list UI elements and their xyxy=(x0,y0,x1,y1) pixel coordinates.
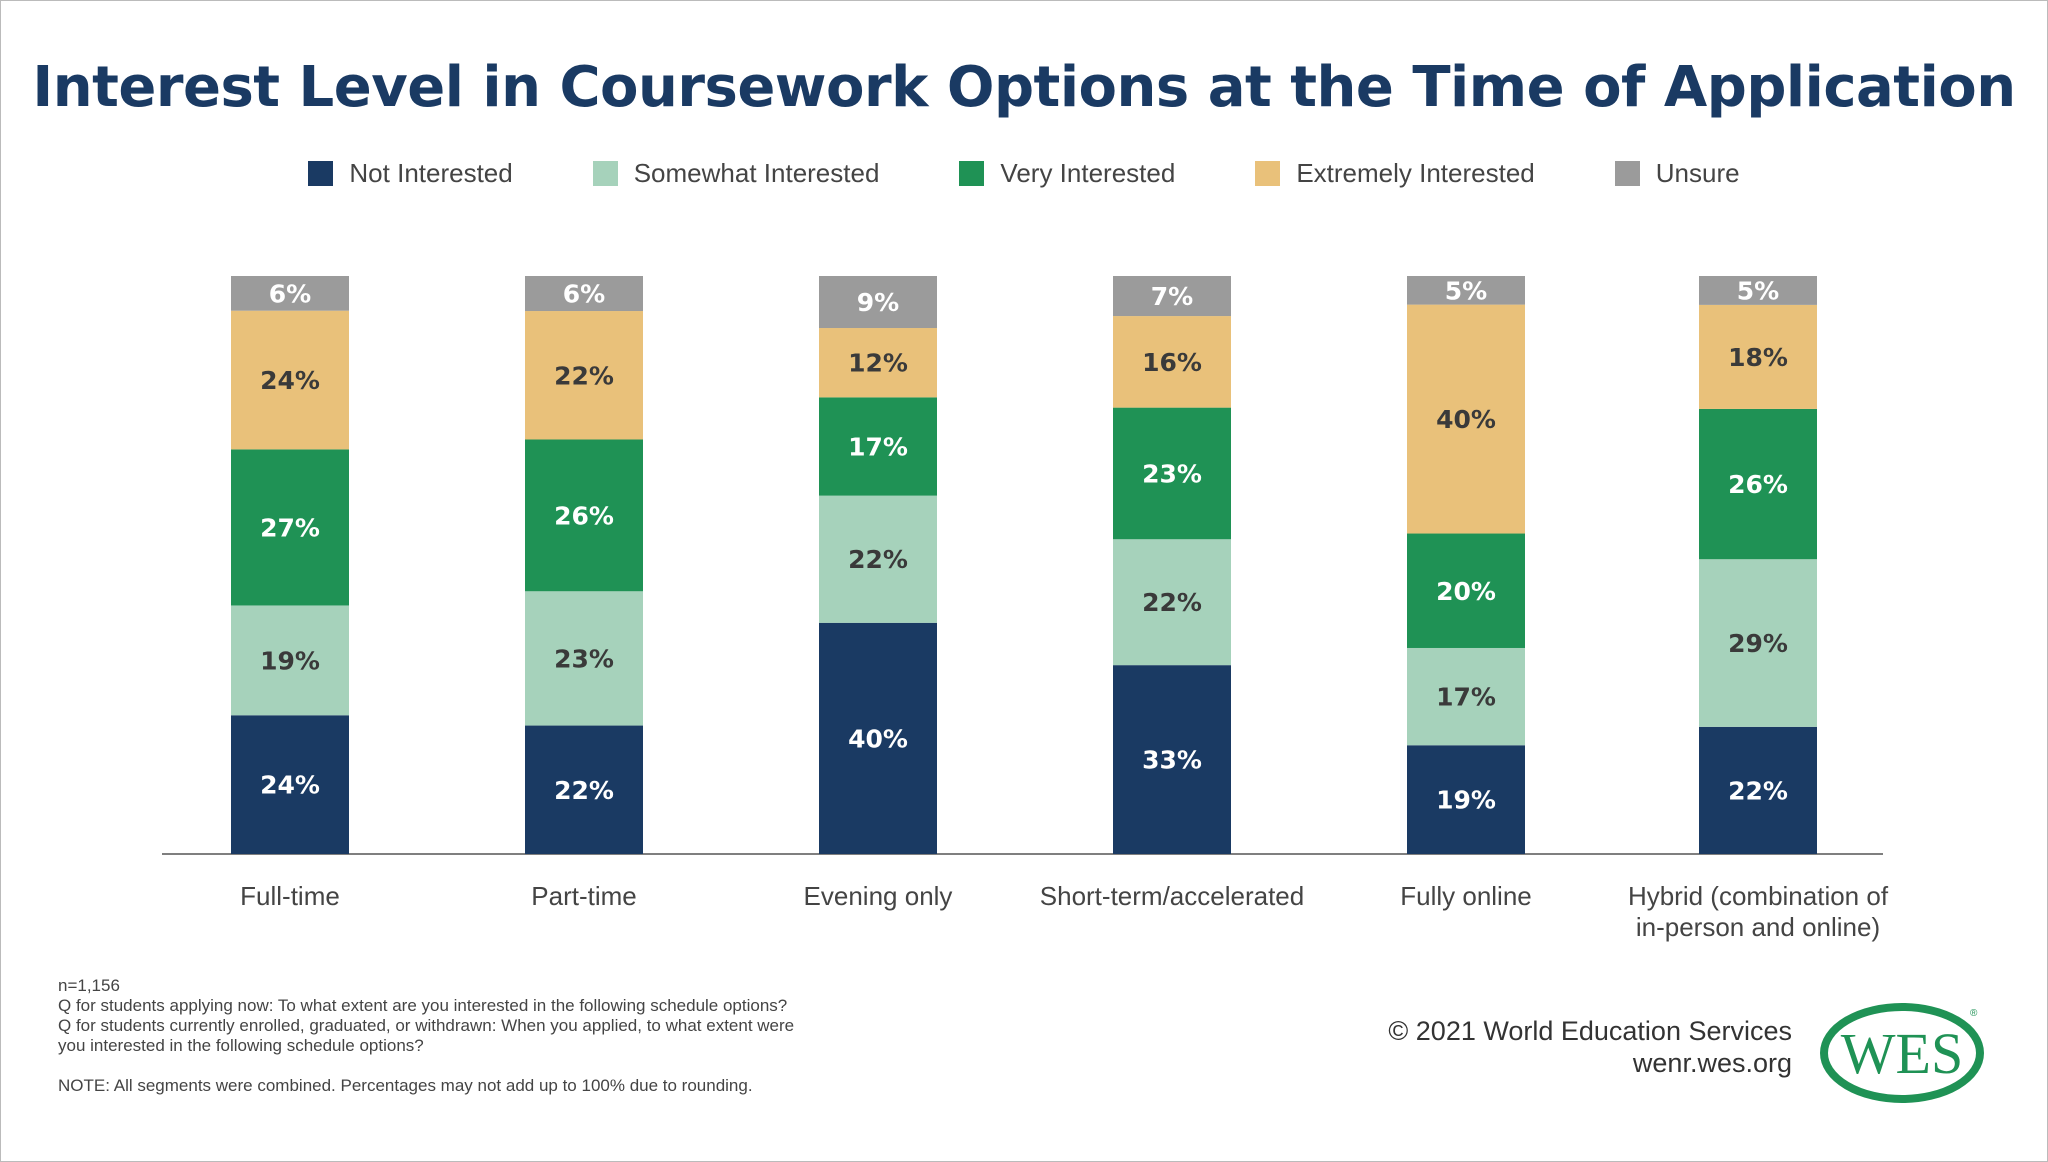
data-label: 22% xyxy=(1728,776,1788,805)
bar-segment xyxy=(1407,276,1525,305)
category-label: Evening only xyxy=(804,881,953,911)
wes-logo: WES ® xyxy=(1820,1003,1984,1103)
data-label: 5% xyxy=(1737,276,1779,305)
svg-text:®: ® xyxy=(1970,1008,1978,1019)
category-label: Short-term/accelerated xyxy=(1040,881,1304,911)
data-label: 22% xyxy=(848,545,908,574)
question-2-cont: you interested in the following schedule… xyxy=(58,1036,424,1055)
bar-segment xyxy=(1699,408,1817,560)
data-label: 22% xyxy=(554,776,614,805)
stacked-bar-chart: 24% 19% 27% 24% 6% Full-time 22% 23% 26% 22% 6% Par… xyxy=(162,276,1889,942)
data-label: 29% xyxy=(1728,629,1788,658)
legend-item: Very Interested xyxy=(959,158,1175,189)
data-label: 18% xyxy=(1728,343,1788,372)
category-label: Full-time xyxy=(240,881,340,911)
legend-label: Not Interested xyxy=(349,158,513,188)
category-label: in-person and online) xyxy=(1636,912,1880,942)
bar-segment xyxy=(1407,533,1525,648)
data-label: 24% xyxy=(260,771,320,800)
data-label: 23% xyxy=(554,644,614,673)
data-label: 6% xyxy=(563,280,605,309)
bar-segment xyxy=(231,449,349,606)
bar-segment xyxy=(525,725,643,854)
legend-label: Extremely Interested xyxy=(1296,158,1535,188)
legend-swatch xyxy=(959,161,985,186)
chart-title: Interest Level in Coursework Options at … xyxy=(32,55,2016,120)
data-label: 19% xyxy=(260,646,320,675)
footnotes: n=1,156 Q for students applying now: To … xyxy=(58,976,794,1096)
category-label: Hybrid (combination of xyxy=(1628,881,1889,911)
legend-item: Not Interested xyxy=(308,158,513,189)
data-label: 26% xyxy=(554,501,614,530)
legend-label: Very Interested xyxy=(1000,158,1176,188)
sample-size: n=1,156 xyxy=(58,976,120,995)
bar-segment xyxy=(525,439,643,592)
website: wenr.wes.org xyxy=(1632,1048,1792,1078)
bar-segment xyxy=(1407,745,1525,854)
data-label: 33% xyxy=(1142,746,1202,775)
credits: © 2021 World Education Services wenr.wes… xyxy=(1388,1015,1792,1079)
bar-segment xyxy=(819,276,937,329)
bar-segment xyxy=(231,276,349,311)
bar-segment xyxy=(1699,276,1817,305)
bar-segment xyxy=(231,310,349,450)
bar-segment xyxy=(1699,559,1817,727)
data-label: 40% xyxy=(848,724,908,753)
data-label: 23% xyxy=(1142,459,1202,488)
data-label: 22% xyxy=(1142,588,1202,617)
bar-segment xyxy=(819,397,937,496)
data-label: 26% xyxy=(1728,470,1788,499)
bar-segment xyxy=(525,591,643,726)
data-label: 19% xyxy=(1436,786,1496,815)
legend-item: Unsure xyxy=(1614,158,1740,189)
bar-segment xyxy=(525,276,643,312)
data-label: 17% xyxy=(848,433,908,462)
bar-segment xyxy=(1699,304,1817,409)
data-label: 5% xyxy=(1445,276,1487,305)
data-label: 27% xyxy=(260,513,320,542)
legend-swatch xyxy=(1614,161,1640,186)
category-label: Fully online xyxy=(1400,881,1532,911)
legend-swatch xyxy=(308,161,334,186)
legend-label: Somewhat Interested xyxy=(633,158,880,188)
data-label: 16% xyxy=(1142,348,1202,377)
question-2: Q for students currently enrolled, gradu… xyxy=(58,1016,795,1035)
data-label: 20% xyxy=(1436,577,1496,606)
copyright: © 2021 World Education Services xyxy=(1388,1016,1792,1046)
bar-segment xyxy=(231,605,349,716)
bar-segment xyxy=(1113,316,1231,408)
category-label: Part-time xyxy=(531,881,636,911)
legend-label: Unsure xyxy=(1655,158,1740,188)
legend: Not Interested Somewhat Interested Very In… xyxy=(0,158,2048,189)
note: NOTE: All segments were combined. Percen… xyxy=(58,1076,753,1095)
data-label: 24% xyxy=(260,366,320,395)
bar-segment xyxy=(1113,665,1231,854)
bar-segment xyxy=(1407,304,1525,534)
bar-segment xyxy=(1113,276,1231,317)
question-1: Q for students applying now: To what ext… xyxy=(58,996,788,1015)
data-label: 7% xyxy=(1151,282,1193,311)
bar-segment xyxy=(1407,647,1525,746)
data-label: 40% xyxy=(1436,405,1496,434)
legend-swatch xyxy=(592,161,618,186)
legend-item: Extremely Interested xyxy=(1255,158,1535,189)
bar-segment xyxy=(231,715,349,854)
svg-text:WES: WES xyxy=(1841,1021,1963,1086)
data-label: 12% xyxy=(848,349,908,378)
bar-segment xyxy=(1699,726,1817,854)
data-label: 17% xyxy=(1436,683,1496,712)
bar-segment xyxy=(525,311,643,440)
legend-swatch xyxy=(1255,161,1281,186)
bar-segment xyxy=(1113,539,1231,666)
data-label: 6% xyxy=(269,279,311,308)
bar-segment xyxy=(1113,407,1231,540)
data-label: 9% xyxy=(857,288,899,317)
bar-segment xyxy=(819,622,937,854)
bar-segment xyxy=(819,495,937,623)
data-label: 22% xyxy=(554,361,614,390)
bar-segment xyxy=(819,328,937,398)
legend-item: Somewhat Interested xyxy=(592,158,880,189)
